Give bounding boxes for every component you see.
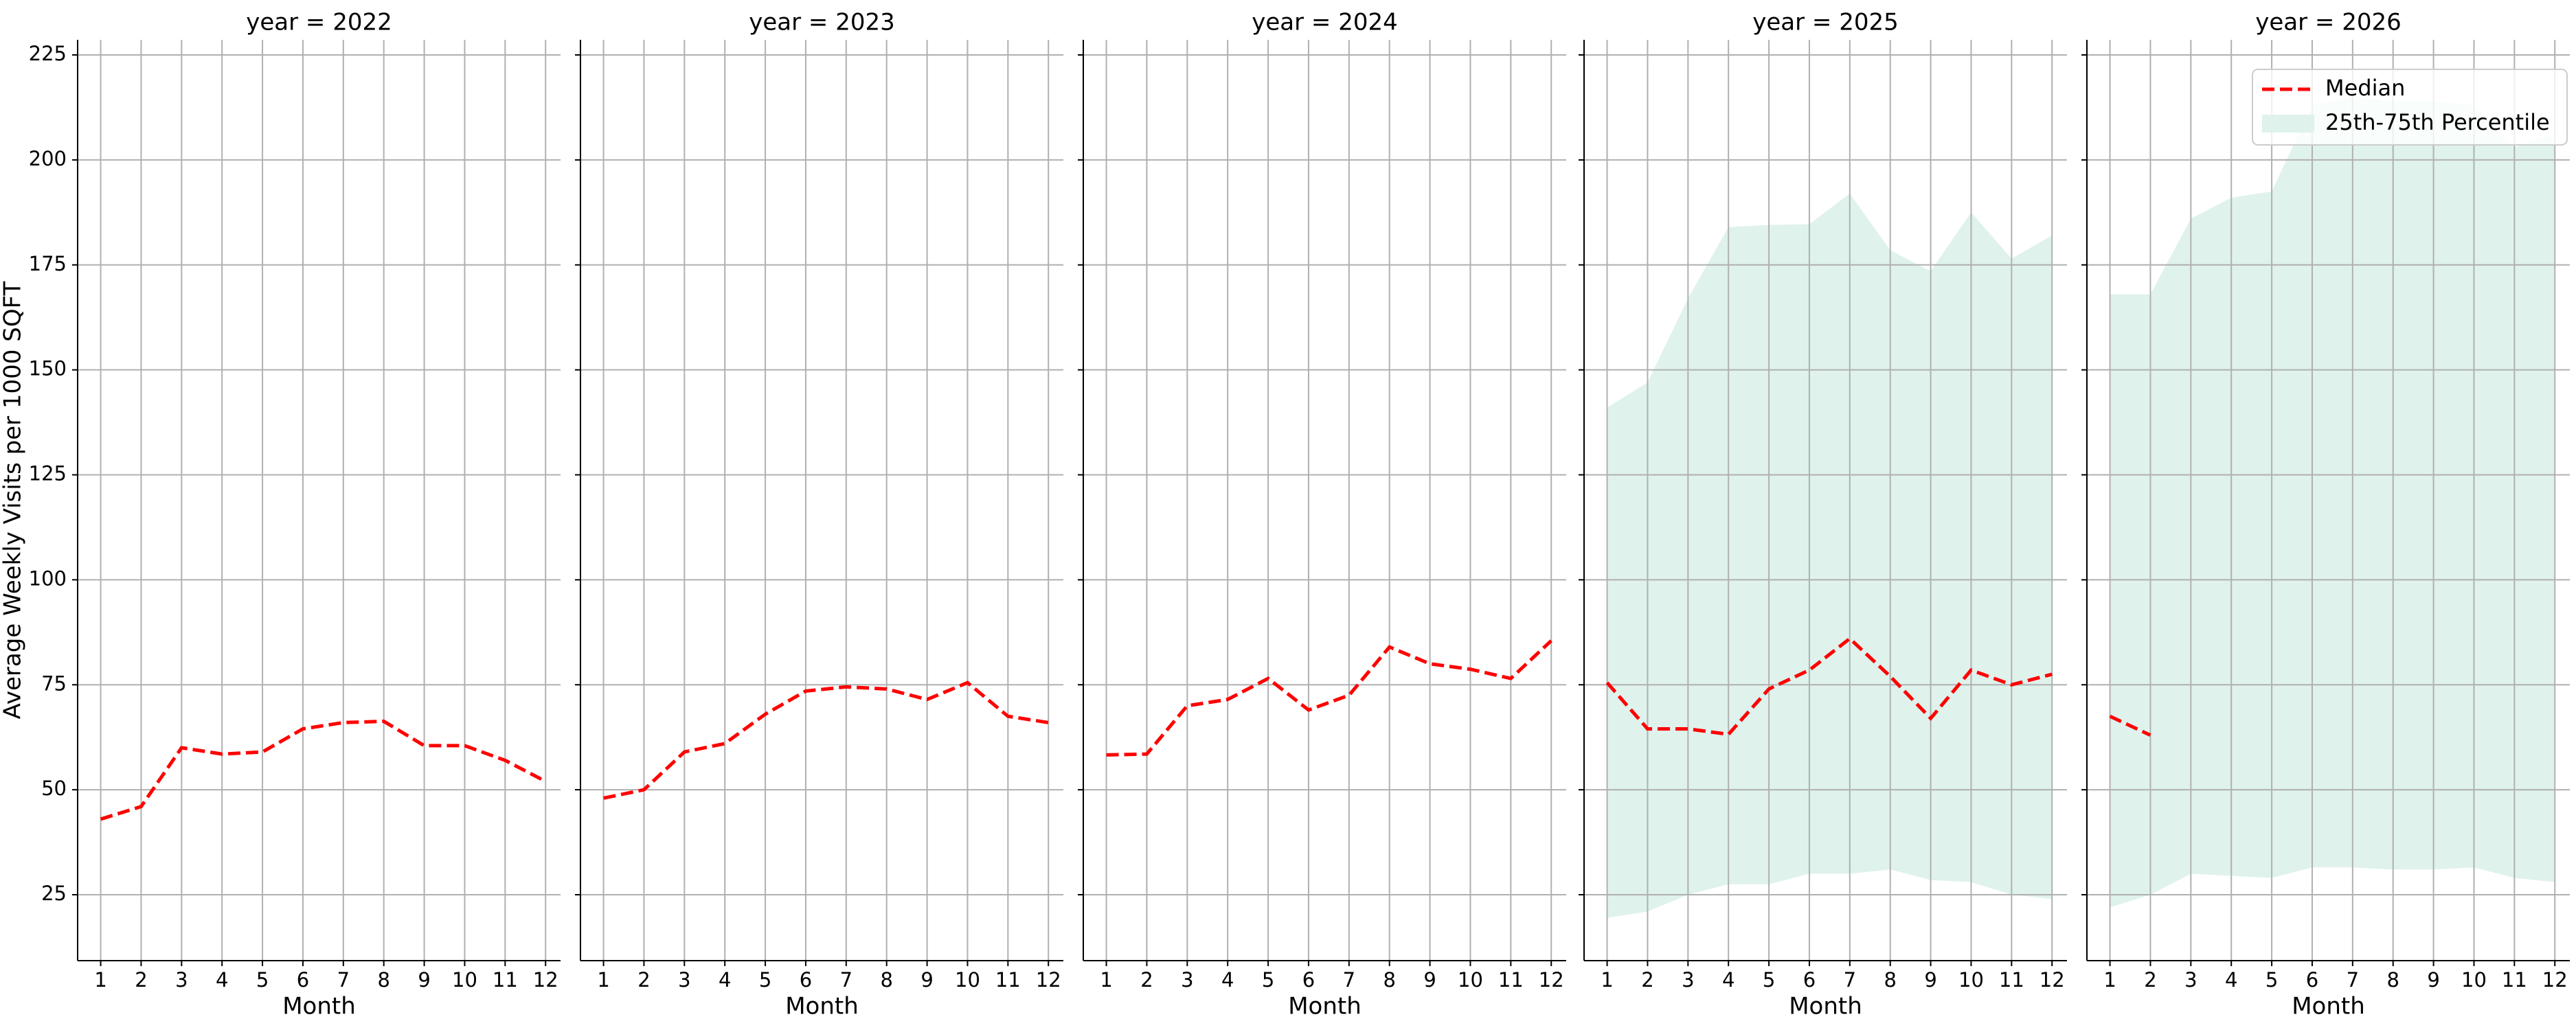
x-tick-label: 7 (840, 968, 852, 992)
x-tick-label: 5 (2266, 968, 2278, 992)
x-tick-label: 6 (800, 968, 812, 992)
y-tick-label: 100 (29, 566, 67, 590)
x-tick-label: 9 (1423, 968, 1436, 992)
x-tick-label: 9 (2427, 968, 2439, 992)
x-axis-label: Month (1789, 993, 1862, 1020)
x-tick-label: 1 (2103, 968, 2116, 992)
x-tick-label: 3 (678, 968, 690, 992)
x-tick-label: 8 (2386, 968, 2399, 992)
x-axis-label: Month (2292, 993, 2365, 1020)
y-tick-label: 125 (29, 462, 67, 485)
x-tick-label: 11 (995, 968, 1021, 992)
x-tick-label: 9 (1924, 968, 1936, 992)
x-tick-label: 8 (880, 968, 892, 992)
x-tick-label: 11 (1498, 968, 1524, 992)
percentile-band (2110, 97, 2555, 908)
x-tick-label: 8 (377, 968, 389, 992)
x-tick-label: 11 (2502, 968, 2527, 992)
y-tick-label: 175 (29, 252, 67, 275)
x-tick-label: 7 (1343, 968, 1355, 992)
legend-box (2252, 69, 2568, 146)
x-axis-label: Month (785, 993, 859, 1020)
x-tick-label: 9 (920, 968, 933, 992)
x-tick-label: 2 (1641, 968, 1653, 992)
x-tick-label: 7 (337, 968, 350, 992)
x-tick-label: 11 (493, 968, 518, 992)
y-axis-label: Average Weekly Visits per 1000 SQFT (0, 281, 27, 719)
x-tick-label: 12 (533, 968, 558, 992)
panel-title: year = 2025 (1752, 9, 1898, 36)
median-line (1106, 639, 1552, 757)
x-tick-label: 3 (1181, 968, 1193, 992)
x-tick-label: 8 (1884, 968, 1896, 992)
x-tick-label: 8 (1383, 968, 1395, 992)
x-tick-label: 10 (1958, 968, 1984, 992)
x-tick-label: 1 (1100, 968, 1112, 992)
x-tick-label: 11 (1999, 968, 2024, 992)
y-tick-label: 25 (41, 882, 67, 905)
panel-title: year = 2023 (749, 9, 894, 36)
median-line (100, 719, 547, 821)
y-tick-label: 150 (29, 357, 67, 380)
panel-title: year = 2022 (246, 9, 392, 36)
legend-label: Median (2325, 75, 2405, 101)
x-tick-label: 4 (719, 968, 731, 992)
x-tick-label: 4 (2225, 968, 2237, 992)
panel-title: year = 2024 (1252, 9, 1397, 36)
x-tick-label: 7 (2347, 968, 2359, 992)
x-tick-label: 12 (1539, 968, 1564, 992)
x-tick-label: 5 (1262, 968, 1274, 992)
median-line (1605, 636, 2053, 737)
x-tick-label: 4 (216, 968, 228, 992)
x-tick-label: 3 (175, 968, 188, 992)
x-tick-label: 2 (637, 968, 650, 992)
x-axis-label: Month (282, 993, 356, 1020)
y-tick-label: 200 (29, 147, 67, 170)
x-tick-label: 12 (2542, 968, 2568, 992)
x-tick-label: 2 (135, 968, 147, 992)
x-axis-label: Month (1288, 993, 1362, 1020)
percentile-band (1607, 193, 2053, 918)
x-tick-label: 3 (1682, 968, 1694, 992)
x-tick-label: 10 (2461, 968, 2487, 992)
x-tick-label: 2 (2144, 968, 2156, 992)
x-tick-label: 5 (759, 968, 771, 992)
x-tick-label: 10 (1458, 968, 1483, 992)
x-tick-label: 10 (452, 968, 477, 992)
median-line (603, 680, 1049, 800)
x-tick-label: 1 (597, 968, 609, 992)
x-tick-label: 5 (256, 968, 269, 992)
x-tick-label: 6 (1302, 968, 1315, 992)
x-tick-label: 4 (1722, 968, 1735, 992)
x-tick-label: 1 (94, 968, 106, 992)
x-tick-label: 4 (1221, 968, 1234, 992)
median-line (2109, 714, 2151, 737)
x-tick-label: 5 (1763, 968, 1775, 992)
legend-label: 25th-75th Percentile (2325, 109, 2550, 135)
x-tick-label: 9 (418, 968, 430, 992)
x-tick-label: 10 (955, 968, 980, 992)
x-tick-label: 7 (1844, 968, 1856, 992)
y-tick-label: 225 (29, 42, 67, 65)
x-tick-label: 3 (2184, 968, 2197, 992)
x-tick-label: 12 (1036, 968, 1061, 992)
y-tick-label: 50 (41, 777, 67, 800)
x-tick-label: 6 (2306, 968, 2318, 992)
panel-title: year = 2026 (2255, 9, 2401, 36)
legend: Median 25th-75th Percentile (2252, 69, 2568, 146)
x-tick-label: 12 (2040, 968, 2065, 992)
x-tick-label: 1 (1601, 968, 1613, 992)
y-tick-label: 75 (41, 672, 67, 695)
x-tick-label: 6 (1803, 968, 1816, 992)
x-tick-label: 2 (1140, 968, 1153, 992)
legend-swatch (2262, 115, 2314, 133)
x-tick-label: 6 (297, 968, 309, 992)
